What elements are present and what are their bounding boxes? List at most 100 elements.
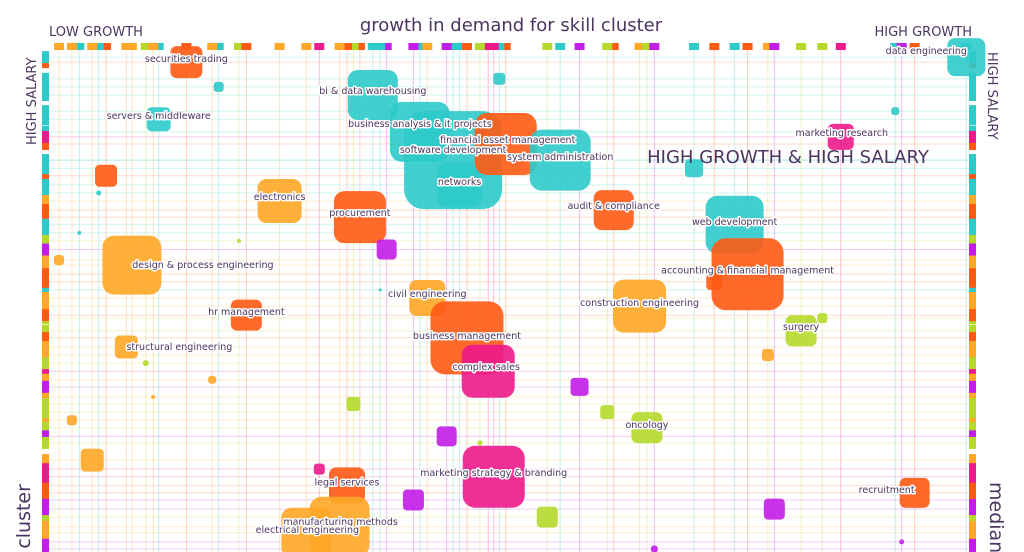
top-bar-tick xyxy=(375,43,386,50)
top-bar-tick xyxy=(148,43,159,50)
top-bar-tick xyxy=(649,43,660,50)
top-bar-tick xyxy=(890,43,901,50)
data-point[interactable] xyxy=(763,498,785,520)
data-point[interactable] xyxy=(66,415,77,426)
left-bar-tick xyxy=(42,479,49,492)
data-point[interactable] xyxy=(236,238,241,243)
data-point[interactable] xyxy=(95,164,118,187)
point-label: networks xyxy=(438,177,482,188)
data-point[interactable] xyxy=(346,397,361,412)
data-point[interactable] xyxy=(761,349,774,362)
data-point[interactable] xyxy=(477,440,483,446)
data-point[interactable] xyxy=(80,448,104,472)
top-bar-tick xyxy=(896,43,907,50)
left-bar-tick xyxy=(42,300,49,313)
data-point-system-administration[interactable] xyxy=(529,129,591,191)
data-point-complex-sales[interactable] xyxy=(461,344,515,398)
point-label: web development xyxy=(692,217,778,228)
data-point[interactable] xyxy=(96,190,102,196)
left-bar-tick xyxy=(42,137,49,150)
data-point[interactable] xyxy=(151,394,156,399)
data-point[interactable] xyxy=(213,81,224,92)
x-axis-high-label: HIGH GROWTH xyxy=(875,25,973,40)
right-bar-tick xyxy=(969,80,976,93)
data-point[interactable] xyxy=(142,360,149,367)
data-point-accounting-financial-management[interactable] xyxy=(711,238,784,311)
data-point-marketing-strategy-branding[interactable] xyxy=(462,445,525,508)
data-point[interactable] xyxy=(650,545,658,552)
top-bar-tick xyxy=(555,43,566,50)
data-point[interactable] xyxy=(378,288,382,292)
data-point-legal-services[interactable] xyxy=(328,467,365,504)
top-bar-tick xyxy=(796,43,807,50)
data-point-servers-middleware[interactable] xyxy=(146,107,171,132)
top-bar-tick xyxy=(454,43,465,50)
right-bar-tick xyxy=(969,130,976,143)
data-point-electrical-engineering[interactable] xyxy=(281,507,332,552)
right-bar-tick xyxy=(969,162,976,175)
data-point-recruitment[interactable] xyxy=(899,477,930,508)
data-point-design-process-engineering[interactable] xyxy=(102,235,162,295)
data-point-structural-engineering[interactable] xyxy=(114,335,138,359)
top-bar-tick xyxy=(126,43,137,50)
left-bar-tick xyxy=(42,324,49,337)
point-label: recruitment xyxy=(859,485,915,496)
data-point-networks[interactable] xyxy=(437,162,483,208)
y-axis-title-left-partial: l cluster xyxy=(13,484,35,552)
point-label: procurement xyxy=(329,208,390,219)
top-bar-tick xyxy=(817,43,828,50)
data-point-surgery[interactable] xyxy=(785,315,817,347)
data-point-securities-trading[interactable] xyxy=(170,46,203,79)
right-bar-tick xyxy=(969,169,976,182)
data-point-construction-engineering[interactable] xyxy=(613,279,667,333)
data-point[interactable] xyxy=(891,107,900,116)
data-point[interactable] xyxy=(570,377,589,396)
point-label: electronics xyxy=(254,192,306,203)
data-point-data-engineering[interactable] xyxy=(947,38,986,77)
data-point[interactable] xyxy=(436,426,457,447)
left-bar-tick xyxy=(42,414,49,427)
data-point[interactable] xyxy=(536,506,558,528)
right-bar-tick xyxy=(969,535,976,548)
data-point-marketing-research[interactable] xyxy=(827,123,854,150)
data-point[interactable] xyxy=(685,159,704,178)
top-bar-tick xyxy=(101,43,112,50)
right-bar-tick xyxy=(969,454,976,467)
data-point[interactable] xyxy=(208,375,217,384)
right-bar-tick xyxy=(969,243,976,256)
data-point[interactable] xyxy=(77,230,82,235)
data-point-oncology[interactable] xyxy=(631,412,663,444)
data-point[interactable] xyxy=(313,463,325,475)
data-point-hr-management[interactable] xyxy=(230,299,262,331)
data-point-electronics[interactable] xyxy=(257,179,302,224)
top-bar-tick xyxy=(448,43,459,50)
right-bar-tick xyxy=(969,268,976,281)
data-point[interactable] xyxy=(899,539,905,545)
right-bar-tick xyxy=(969,195,976,208)
top-bar-tick xyxy=(153,43,164,50)
top-bar-tick xyxy=(483,43,494,50)
data-point[interactable] xyxy=(706,273,723,290)
point-label: design & process engineering xyxy=(132,260,273,271)
data-point-financial-asset-management[interactable] xyxy=(474,112,537,175)
left-bar-tick xyxy=(42,390,49,403)
data-point[interactable] xyxy=(493,72,506,85)
right-bar-tick xyxy=(969,406,976,419)
left-bar-tick xyxy=(42,259,49,272)
point-label: bi & data warehousing xyxy=(319,86,426,97)
data-point[interactable] xyxy=(53,255,64,266)
data-point[interactable] xyxy=(817,313,828,324)
left-bar-tick xyxy=(42,169,49,182)
top-bar-tick xyxy=(354,43,365,50)
right-bar-tick xyxy=(969,373,976,386)
data-point[interactable] xyxy=(376,239,397,260)
data-point-bi-data-warehousing[interactable] xyxy=(347,69,398,120)
data-point-procurement[interactable] xyxy=(333,191,386,244)
top-bar-tick xyxy=(314,43,325,50)
data-point[interactable] xyxy=(402,489,424,511)
top-bar-tick xyxy=(608,43,619,50)
data-point[interactable] xyxy=(600,405,615,420)
right-bar-tick xyxy=(969,331,976,344)
data-point-audit-compliance[interactable] xyxy=(593,190,634,231)
